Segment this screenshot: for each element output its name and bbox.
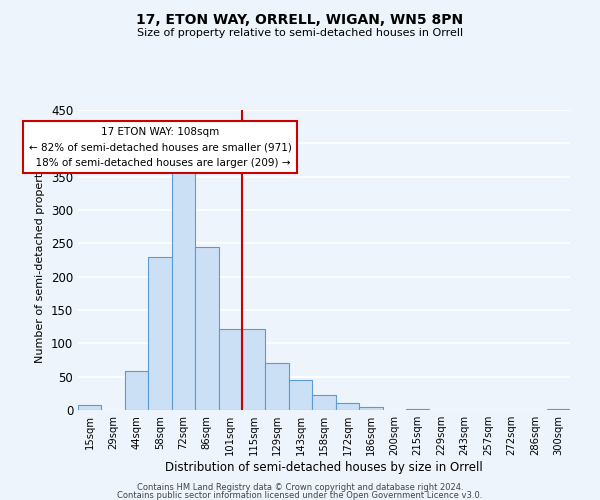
Text: 17, ETON WAY, ORRELL, WIGAN, WN5 8PN: 17, ETON WAY, ORRELL, WIGAN, WN5 8PN	[136, 12, 464, 26]
Text: 17 ETON WAY: 108sqm
← 82% of semi-detached houses are smaller (971)
  18% of sem: 17 ETON WAY: 108sqm ← 82% of semi-detach…	[29, 126, 292, 168]
Bar	[148, 256, 172, 410]
Text: Contains public sector information licensed under the Open Government Licence v3: Contains public sector information licen…	[118, 491, 482, 500]
Bar	[312, 396, 336, 410]
Bar	[336, 404, 359, 410]
Bar	[218, 328, 242, 410]
Bar	[359, 406, 383, 410]
Text: Contains HM Land Registry data © Crown copyright and database right 2024.: Contains HM Land Registry data © Crown c…	[137, 482, 463, 492]
Bar	[547, 408, 570, 410]
X-axis label: Distribution of semi-detached houses by size in Orrell: Distribution of semi-detached houses by …	[165, 461, 483, 474]
Bar	[195, 246, 218, 410]
Y-axis label: Number of semi-detached properties: Number of semi-detached properties	[35, 157, 46, 363]
Bar	[289, 380, 312, 410]
Bar	[172, 160, 195, 410]
Text: Size of property relative to semi-detached houses in Orrell: Size of property relative to semi-detach…	[137, 28, 463, 38]
Bar	[78, 406, 101, 410]
Bar	[265, 364, 289, 410]
Bar	[242, 328, 265, 410]
Bar	[406, 408, 430, 410]
Bar	[125, 372, 148, 410]
